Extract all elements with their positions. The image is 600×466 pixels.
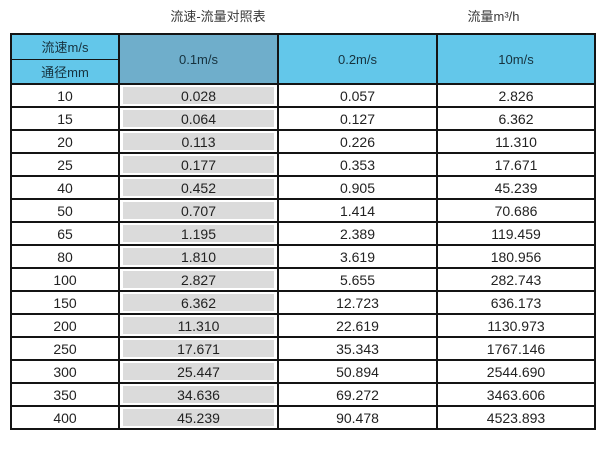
diameter-cell: 250 [10, 336, 120, 361]
flow-value-cell: 11.310 [118, 313, 279, 338]
flow-value-cell: 0.452 [118, 175, 279, 200]
table-row: 300 25.447 50.894 2544.690 [10, 359, 596, 384]
diameter-cell: 40 [10, 175, 120, 200]
table-title: 流速-流量对照表 [170, 9, 266, 24]
table-row: 80 1.810 3.619 180.956 [10, 244, 596, 269]
diameter-cell: 350 [10, 382, 120, 407]
flow-value-cell: 5.655 [277, 267, 438, 292]
diameter-cell: 25 [10, 152, 120, 177]
flow-value-cell: 70.686 [436, 198, 596, 223]
page-header: 流速-流量对照表 流量m³/h [0, 0, 600, 33]
flow-value-cell: 0.127 [277, 106, 438, 131]
flow-value-cell: 17.671 [118, 336, 279, 361]
table-head: 流速m/s 0.1m/s 0.2m/s 10m/s 通径mm [10, 33, 596, 85]
flow-value-cell: 0.353 [277, 152, 438, 177]
flow-value-cell: 17.671 [436, 152, 596, 177]
flow-value-cell: 2.389 [277, 221, 438, 246]
col-header-0-1ms: 0.1m/s [118, 33, 279, 85]
flow-value-cell: 0.057 [277, 83, 438, 108]
flow-value-cell: 50.894 [277, 359, 438, 384]
table-row: 100 2.827 5.655 282.743 [10, 267, 596, 292]
flow-value-cell: 12.723 [277, 290, 438, 315]
flow-value-cell: 1.414 [277, 198, 438, 223]
velocity-flow-table: 流速m/s 0.1m/s 0.2m/s 10m/s 通径mm 10 0.028 0.… [10, 33, 596, 430]
diameter-cell: 150 [10, 290, 120, 315]
flow-value-cell: 2544.690 [436, 359, 596, 384]
header-row-top: 流速m/s 0.1m/s 0.2m/s 10m/s [10, 33, 596, 85]
diameter-cell: 400 [10, 405, 120, 430]
table-row: 50 0.707 1.414 70.686 [10, 198, 596, 223]
flow-value-cell: 119.459 [436, 221, 596, 246]
flow-value-cell: 0.064 [118, 106, 279, 131]
table-row: 200 11.310 22.619 1130.973 [10, 313, 596, 338]
flow-value-cell: 0.707 [118, 198, 279, 223]
diameter-cell: 80 [10, 244, 120, 269]
flow-value-cell: 0.028 [118, 83, 279, 108]
flow-value-cell: 1767.146 [436, 336, 596, 361]
header-row-bottom: 通径mm [10, 58, 595, 85]
diameter-cell: 100 [10, 267, 120, 292]
table-row: 350 34.636 69.272 3463.606 [10, 382, 596, 407]
flow-value-cell: 1130.973 [436, 313, 596, 338]
table-row: 10 0.028 0.057 2.826 [10, 83, 596, 108]
flow-value-cell: 3463.606 [436, 382, 596, 407]
diameter-cell: 65 [10, 221, 120, 246]
table-body: 10 0.028 0.057 2.826 15 0.064 0.127 6.362 20 0.11… [10, 83, 596, 430]
flow-value-cell: 0.177 [118, 152, 279, 177]
flow-value-cell: 2.826 [436, 83, 596, 108]
flow-value-cell: 34.636 [118, 382, 279, 407]
diameter-cell: 20 [10, 129, 120, 154]
table-row: 65 1.195 2.389 119.459 [10, 221, 596, 246]
flow-value-cell: 45.239 [436, 175, 596, 200]
col-header-10ms: 10m/s [436, 33, 596, 85]
flow-value-cell: 4523.893 [436, 405, 596, 430]
flow-value-cell: 69.272 [277, 382, 438, 407]
flow-unit-label: 流量m³/h [467, 9, 520, 24]
col-header-0-2ms: 0.2m/s [277, 33, 438, 85]
flow-value-cell: 0.905 [277, 175, 438, 200]
flow-value-cell: 1.195 [118, 221, 279, 246]
flow-value-cell: 90.478 [277, 405, 438, 430]
flow-value-cell: 25.447 [118, 359, 279, 384]
flow-value-cell: 11.310 [436, 129, 596, 154]
flow-value-cell: 35.343 [277, 336, 438, 361]
flow-value-cell: 3.619 [277, 244, 438, 269]
table-row: 40 0.452 0.905 45.239 [10, 175, 596, 200]
corner-diameter-label: 通径mm [10, 58, 120, 85]
table-row: 25 0.177 0.353 17.671 [10, 152, 596, 177]
table-row: 15 0.064 0.127 6.362 [10, 106, 596, 131]
table-row: 150 6.362 12.723 636.173 [10, 290, 596, 315]
flow-value-cell: 636.173 [436, 290, 596, 315]
table-row: 250 17.671 35.343 1767.146 [10, 336, 596, 361]
diameter-cell: 300 [10, 359, 120, 384]
diameter-cell: 50 [10, 198, 120, 223]
flow-value-cell: 6.362 [436, 106, 596, 131]
diameter-cell: 15 [10, 106, 120, 131]
diameter-cell: 200 [10, 313, 120, 338]
diameter-cell: 10 [10, 83, 120, 108]
flow-value-cell: 45.239 [118, 405, 279, 430]
table-row: 400 45.239 90.478 4523.893 [10, 405, 596, 430]
flow-value-cell: 180.956 [436, 244, 596, 269]
flow-value-cell: 1.810 [118, 244, 279, 269]
flow-value-cell: 2.827 [118, 267, 279, 292]
flow-value-cell: 282.743 [436, 267, 596, 292]
corner-velocity-label: 流速m/s [10, 33, 120, 60]
flow-value-cell: 0.113 [118, 129, 279, 154]
flow-value-cell: 6.362 [118, 290, 279, 315]
flow-value-cell: 22.619 [277, 313, 438, 338]
flow-value-cell: 0.226 [277, 129, 438, 154]
table-row: 20 0.113 0.226 11.310 [10, 129, 596, 154]
